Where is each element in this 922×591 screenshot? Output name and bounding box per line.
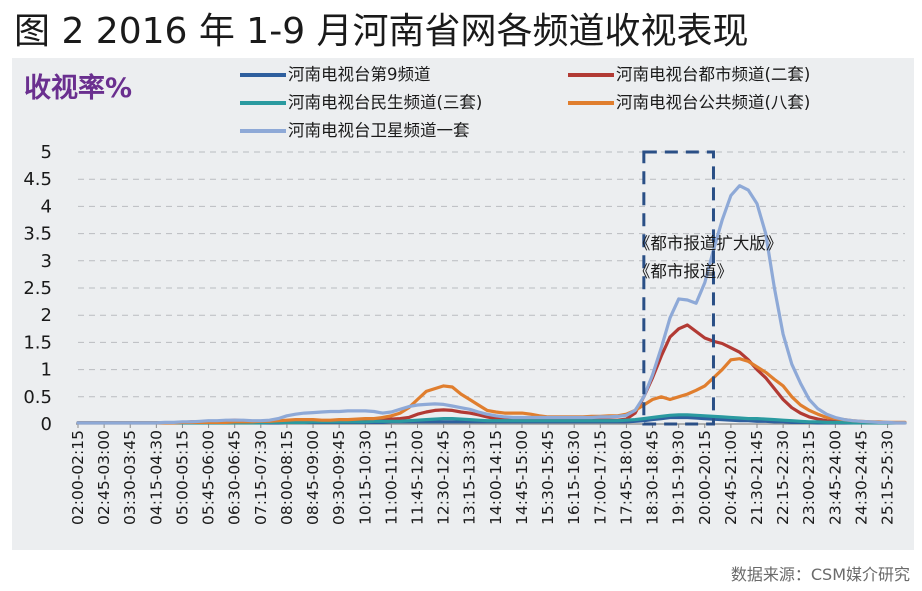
x-tick-label: 20:45-21:00 xyxy=(722,430,740,525)
x-tick-label: 13:15-13:30 xyxy=(461,430,479,525)
annotation-box xyxy=(642,150,715,426)
annotation: 《都市报道扩大版》《都市报道》 xyxy=(634,150,783,426)
x-tick-label: 08:00-08:15 xyxy=(278,430,296,525)
y-tick-label: 0.5 xyxy=(23,387,52,408)
figure-title: 图 2 2016 年 1-9 月河南省网各频道收视表现 xyxy=(14,11,749,52)
series-line-2 xyxy=(76,323,907,425)
legend-label-1: 河南电视台第9频道 xyxy=(288,65,431,84)
x-tick-label: 24:30-24:45 xyxy=(852,430,870,525)
x-tick-label: 25:15-25:30 xyxy=(879,430,897,525)
x-tick-label: 09:30-09:45 xyxy=(330,430,348,525)
x-tick-label: 15:30-15:45 xyxy=(539,430,557,525)
x-tick-label: 14:45-15:00 xyxy=(513,430,531,525)
x-tick-label: 17:45-18:00 xyxy=(617,430,635,525)
chart-panel xyxy=(12,58,914,550)
x-tick-label: 22:15-22:30 xyxy=(774,430,792,525)
x-tick-label: 04:15-04:30 xyxy=(147,430,165,525)
x-tick-label: 07:15-07:30 xyxy=(252,430,270,525)
x-tick-label: 02:00-02:15 xyxy=(69,430,87,525)
x-tick-label: 12:30-12:45 xyxy=(435,430,453,525)
data-source-note: 数据来源：CSM媒介研究 xyxy=(730,565,910,584)
y-axis-label: 收视率% xyxy=(24,73,133,104)
x-tick-label: 08:45-09:00 xyxy=(304,430,322,525)
x-tick-label: 17:00-17:15 xyxy=(591,430,609,525)
gridlines xyxy=(78,151,905,398)
y-axis-ticks: 0 0.5 1 1.5 2 2.5 3 3.5 4 4.5 5 xyxy=(23,142,52,435)
y-tick-label: 3.5 xyxy=(23,224,52,245)
legend-label-2: 河南电视台都市频道(二套) xyxy=(616,65,810,84)
x-tick-label: 14:00-14:15 xyxy=(487,430,505,525)
x-tick-label: 03:30-03:45 xyxy=(121,430,139,525)
y-tick-label: 4.5 xyxy=(23,169,52,190)
y-tick-label: 2.5 xyxy=(23,278,52,299)
x-tick-label: 19:15-19:30 xyxy=(670,430,688,525)
legend: 河南电视台第9频道 河南电视台都市频道(二套) 河南电视台民生频道(三套) 河南电视台… xyxy=(240,65,810,140)
y-tick-label: 3 xyxy=(41,251,52,272)
x-tick-label: 05:00-05:15 xyxy=(173,430,191,525)
x-tick-label: 05:45-06:00 xyxy=(200,430,218,525)
y-tick-label: 5 xyxy=(41,142,52,163)
series-line-5 xyxy=(76,184,907,425)
legend-label-3: 河南电视台民生频道(三套) xyxy=(288,93,482,112)
x-tick-label: 18:30-18:45 xyxy=(644,430,662,525)
x-tick-label: 06:30-06:45 xyxy=(226,430,244,525)
annotation-text: 《都市报道》 xyxy=(634,262,733,281)
series-lines xyxy=(76,184,907,425)
x-tick-label: 20:00-20:15 xyxy=(696,430,714,525)
y-tick-label: 1 xyxy=(41,360,52,381)
x-axis-tick-labels: 02:00-02:15 02:45-03:00 03:30-03:45 04:15-0… xyxy=(69,424,897,525)
y-tick-label: 0 xyxy=(41,414,52,435)
x-tick-label: 23:45-24:00 xyxy=(826,430,844,525)
y-tick-label: 1.5 xyxy=(23,332,52,353)
legend-label-5: 河南电视台卫星频道一套 xyxy=(288,121,470,140)
x-tick-label: 10:15-10:30 xyxy=(356,430,374,525)
x-tick-label: 16:15-16:30 xyxy=(565,430,583,525)
y-tick-label: 4 xyxy=(41,196,52,217)
legend-label-4: 河南电视台公共频道(八套) xyxy=(616,93,810,112)
x-tick-label: 21:30-21:45 xyxy=(748,430,766,525)
annotation-text: 《都市报道扩大版》 xyxy=(634,234,783,253)
y-tick-label: 2 xyxy=(41,305,52,326)
x-tick-label: 11:00-11:15 xyxy=(382,430,400,525)
series-line-4 xyxy=(76,357,907,425)
x-tick-label: 02:45-03:00 xyxy=(95,430,113,525)
x-tick-label: 11:45-12:00 xyxy=(409,430,427,525)
x-tick-label: 23:00-23:15 xyxy=(800,430,818,525)
